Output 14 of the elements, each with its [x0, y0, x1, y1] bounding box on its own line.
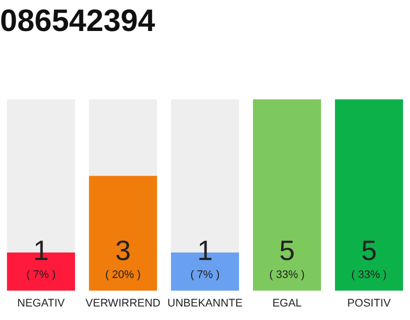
data-label: 5 [279, 234, 295, 266]
data-label: 5 [361, 234, 377, 266]
chart-title: 086542394 [0, 3, 156, 38]
x-tick-label: UNBEKANNTE [167, 297, 243, 310]
x-tick-label: POSITIV [347, 297, 392, 310]
annotation: ( 7% ) [190, 268, 220, 281]
data-label: 3 [115, 234, 131, 266]
x-tick-label: NEGATIV [17, 297, 66, 310]
annotation: ( 20% ) [105, 268, 141, 281]
annotation: ( 33% ) [351, 268, 387, 281]
annotation: ( 7% ) [26, 268, 56, 281]
annotation: ( 33% ) [269, 268, 305, 281]
x-tick-label: EGAL [272, 297, 302, 310]
x-tick-label: VERWIRREND [86, 297, 161, 310]
